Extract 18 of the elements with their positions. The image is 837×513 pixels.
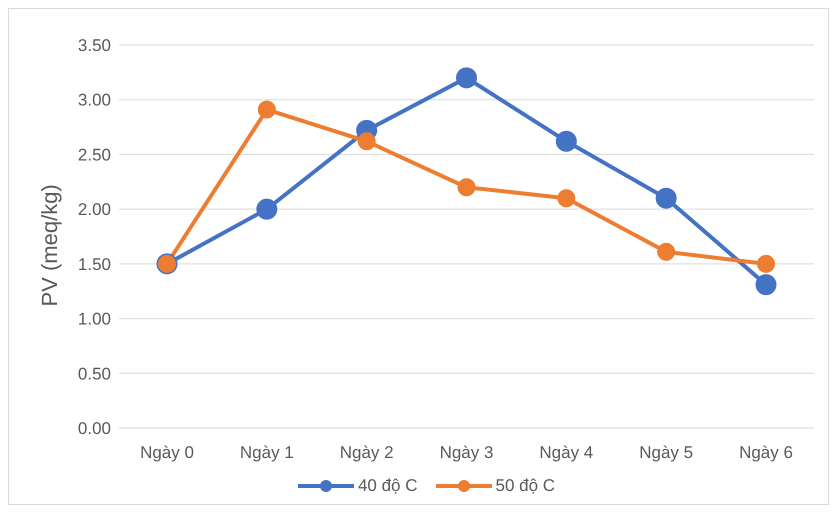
x-tick-label: Ngày 3 [440, 443, 494, 462]
x-tick-label: Ngày 4 [539, 443, 594, 462]
y-tick-label: 1.00 [78, 310, 111, 329]
x-tick-label: Ngày 0 [140, 443, 194, 462]
y-tick-label: 2.50 [78, 145, 111, 164]
y-tick-label: 3.00 [78, 90, 111, 110]
y-tick-label: 1.50 [78, 254, 111, 274]
x-tick-label: Ngày 5 [639, 443, 694, 462]
legend-label: 50 độ C [496, 476, 556, 496]
y-tick-label: 0.50 [78, 364, 111, 384]
y-axis-title: PV (meq/kg) [36, 184, 62, 306]
y-tick-label: 3.50 [78, 36, 111, 56]
x-tick-label: Ngày 1 [240, 443, 294, 462]
legend-label: 40 độ C [358, 476, 418, 496]
x-tick-label: Ngày 6 [739, 443, 793, 462]
x-tick-label: Ngày 2 [340, 443, 394, 462]
y-tick-label: 2.00 [78, 200, 111, 220]
y-tick-label: 0.00 [78, 419, 111, 438]
